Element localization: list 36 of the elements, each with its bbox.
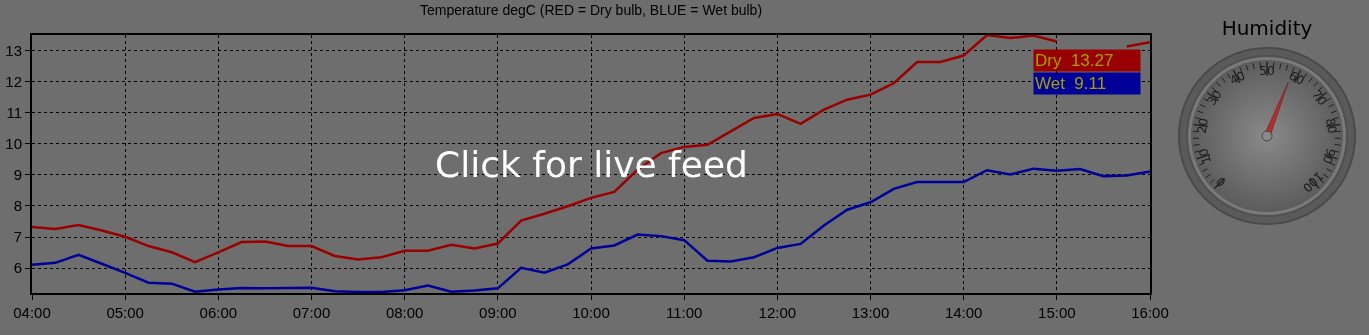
y-tick-label: 11 <box>6 103 22 121</box>
x-tick-label: 09:00 <box>479 304 517 321</box>
text: 10 <box>1196 146 1215 166</box>
x-tick-label: 12:00 <box>758 304 797 321</box>
series-label: Dry 13.27 <box>1035 51 1114 70</box>
text: 70 <box>1309 87 1330 109</box>
text: Humidity <box>1221 16 1313 40</box>
x-tick-label: 04:00 <box>13 304 51 321</box>
x-tick-label: 05:00 <box>106 304 144 321</box>
text: 50 <box>1259 64 1275 78</box>
y-tick-label: 7 <box>13 228 22 246</box>
x-tick-label: 11:00 <box>665 304 703 321</box>
x-tick-label: 16:00 <box>1131 304 1169 321</box>
y-tick-label: 6 <box>13 259 22 277</box>
x-tick-label: 06:00 <box>199 304 238 321</box>
text: 80 <box>1323 117 1340 135</box>
text: 40 <box>1227 68 1248 88</box>
x-tick-label: 08:00 <box>385 304 424 321</box>
x-tick-label: 07:00 <box>292 304 331 321</box>
chart-title: Temperature degC (RED = Dry bulb, BLUE = Wet bulb) <box>419 1 763 18</box>
y-tick-label: 8 <box>13 197 22 215</box>
y-tick-label: 9 <box>13 166 22 184</box>
x-tick-label: 15:00 <box>1038 304 1076 321</box>
text: 90 <box>1319 146 1338 166</box>
text: 0 <box>1213 174 1229 190</box>
text: 60 <box>1286 68 1307 88</box>
x-tick-label: 14:00 <box>944 304 983 321</box>
x-tick-label: 13:00 <box>851 304 890 321</box>
text: 100 <box>1299 168 1327 196</box>
y-tick-label: 12 <box>5 72 22 90</box>
y-tick-label: 10 <box>5 135 22 153</box>
text: Wet 9.11 <box>1035 74 1107 93</box>
text: 20 <box>1194 117 1211 135</box>
y-tick-label: 13 <box>5 41 22 59</box>
x-tick-label: 10:00 <box>572 304 610 321</box>
text: 30 <box>1204 87 1225 109</box>
